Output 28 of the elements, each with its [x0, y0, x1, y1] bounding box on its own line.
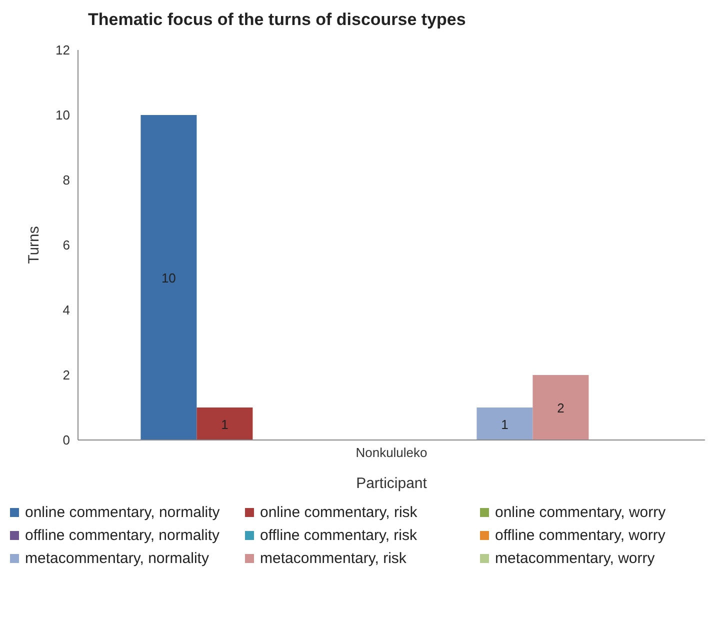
data-label: 2: [557, 400, 564, 416]
y-tick-label: 6: [62, 238, 70, 253]
legend-label: offline commentary, normality: [25, 527, 220, 544]
data-label: 1: [221, 416, 228, 432]
y-tick-label: 4: [62, 302, 70, 318]
legend-label: offline commentary, worry: [495, 527, 666, 544]
legend-label: online commentary, normality: [25, 504, 220, 521]
y-tick-label: 0: [62, 432, 70, 448]
bar: [196, 408, 253, 440]
legend-label: metacommentary, worry: [495, 550, 655, 567]
legend-label: online commentary, worry: [495, 504, 666, 521]
data-label: 10: [161, 270, 176, 286]
legend-label: offline commentary, risk: [260, 527, 417, 544]
y-tick-label: 12: [56, 42, 70, 58]
bar: [476, 408, 533, 440]
y-axis-title: Turns: [25, 226, 42, 264]
legend-label: metacommentary, risk: [260, 550, 406, 567]
y-tick-label: 2: [62, 368, 70, 383]
y-tick-label: 10: [56, 108, 70, 123]
bar: [140, 115, 197, 440]
legend-label: online commentary, risk: [260, 504, 418, 521]
chart-title: Thematic focus of the turns of discourse types: [87, 9, 467, 30]
y-tick-label: 8: [62, 172, 70, 188]
x-axis-title: Participant: [356, 475, 428, 492]
data-label: 1: [501, 416, 508, 432]
x-tick-label: Nonkululeko: [356, 445, 428, 460]
bar: [532, 375, 589, 440]
legend-label: metacommentary, normality: [25, 550, 209, 567]
